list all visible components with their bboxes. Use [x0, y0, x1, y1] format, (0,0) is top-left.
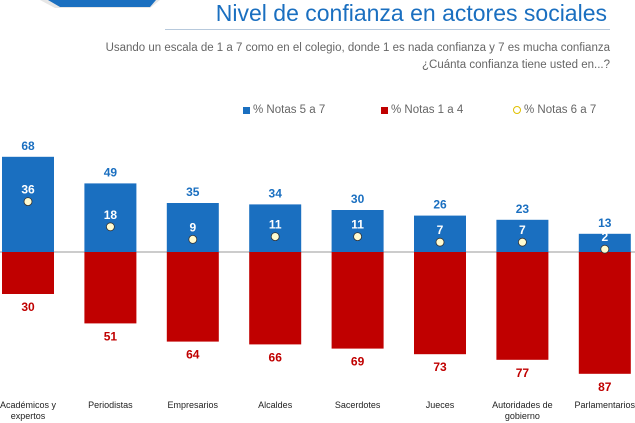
- marker-point: [353, 232, 363, 242]
- category-label: Periodistas: [88, 400, 133, 410]
- data-label-negative: 30: [21, 300, 35, 314]
- bar-positive: [496, 219, 549, 252]
- data-label-positive: 13: [598, 216, 612, 230]
- marker-point: [23, 197, 33, 207]
- data-label-positive: 23: [516, 202, 530, 216]
- bar-negative: [84, 252, 137, 324]
- data-label-marker: 7: [437, 223, 444, 237]
- category-label: Autoridades de: [492, 400, 553, 410]
- bar-negative: [2, 252, 54, 294]
- bar-negative: [414, 252, 466, 355]
- category-label: Jueces: [426, 400, 455, 410]
- bar-negative: [249, 252, 302, 345]
- bar-positive: [249, 204, 302, 252]
- data-label-negative: 69: [351, 355, 365, 369]
- header-swoosh: [48, 0, 156, 7]
- data-label-positive: 68: [21, 139, 35, 153]
- data-label-negative: 66: [269, 350, 283, 364]
- legend-item-6-7: % Notas 6 a 7: [513, 104, 596, 116]
- category-label: gobierno: [505, 411, 540, 421]
- bar-negative: [496, 252, 549, 360]
- marker-point: [600, 244, 610, 254]
- category-label: Empresarios: [168, 400, 219, 410]
- data-label-negative: 77: [516, 366, 530, 380]
- bar-positive: [166, 203, 219, 252]
- data-label-marker: 11: [351, 218, 364, 232]
- data-label-negative: 64: [186, 348, 200, 362]
- marker-point: [106, 222, 115, 232]
- legend-item-1-4: % Notas 1 a 4: [381, 104, 463, 116]
- title-divider: [165, 29, 610, 30]
- page-title: Nivel de confianza en actores sociales: [215, 0, 607, 26]
- bar-negative: [166, 252, 219, 342]
- data-label-positive: 26: [433, 198, 447, 212]
- legend-marker-circle: [513, 106, 521, 114]
- subtitle-line-1: Usando un escala de 1 a 7 como en el col…: [105, 42, 610, 54]
- legend-swatch-blue: [243, 106, 250, 114]
- category-label: Académicos y: [0, 400, 57, 410]
- subtitle-line-2: ¿Cuánta confianza tiene usted en...?: [422, 59, 610, 71]
- data-label-negative: 51: [104, 329, 118, 343]
- data-label-marker: 18: [104, 208, 118, 222]
- category-label: expertos: [11, 411, 46, 421]
- category-label: Sacerdotes: [335, 400, 381, 410]
- data-label-marker: 2: [601, 230, 608, 244]
- legend-label: % Notas 1 a 4: [391, 104, 464, 116]
- category-label: Parlamentarios: [575, 400, 635, 410]
- bar-negative: [331, 252, 384, 349]
- bar-positive: [331, 210, 384, 252]
- legend-swatch-red: [381, 106, 388, 114]
- data-label-marker: 7: [519, 223, 526, 237]
- data-label-positive: 34: [269, 186, 283, 200]
- data-label-marker: 36: [21, 183, 35, 197]
- data-label-positive: 35: [186, 185, 200, 199]
- marker-point: [435, 237, 445, 247]
- category-label: Alcaldes: [258, 400, 293, 410]
- data-label-marker: 9: [189, 220, 196, 234]
- legend-label: % Notas 6 a 7: [524, 104, 597, 116]
- data-label-negative: 87: [598, 380, 612, 394]
- data-label-positive: 49: [104, 165, 118, 179]
- marker-point: [518, 237, 527, 247]
- marker-point: [188, 234, 198, 244]
- bar-positive: [578, 233, 631, 252]
- data-label-positive: 30: [351, 192, 365, 206]
- legend-label: % Notas 5 a 7: [253, 104, 326, 116]
- data-label-marker: 11: [269, 218, 282, 232]
- bar-negative: [578, 252, 631, 374]
- bar-positive: [84, 183, 137, 252]
- subtitle: Usando un escala de 1 a 7 como en el col…: [106, 40, 610, 74]
- data-label-negative: 73: [433, 360, 447, 374]
- legend-item-5-7: % Notas 5 a 7: [243, 104, 325, 116]
- marker-point: [270, 232, 280, 242]
